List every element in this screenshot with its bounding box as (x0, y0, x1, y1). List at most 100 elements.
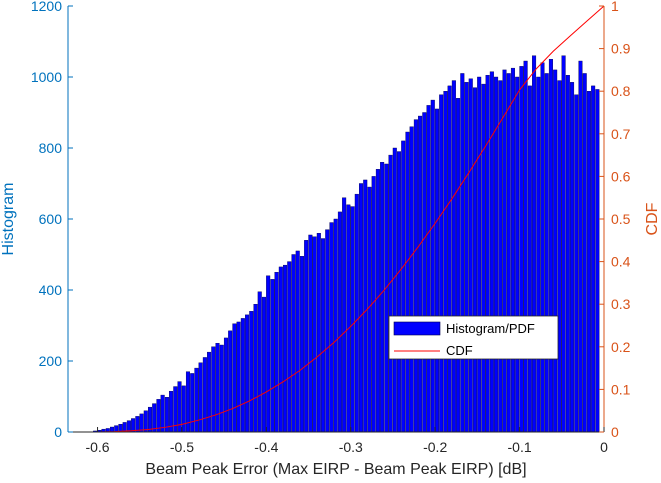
histogram-bar (202, 357, 207, 433)
x-tick-label: -0.1 (508, 439, 532, 455)
histogram-bar (536, 76, 541, 433)
histogram-bar (333, 218, 338, 433)
histogram-bar (363, 179, 368, 433)
histogram-bar (405, 131, 410, 433)
histogram-bar (287, 261, 292, 433)
x-tick-label: -0.2 (423, 439, 447, 455)
histogram-bar (591, 85, 596, 433)
histogram-bar (143, 410, 148, 433)
histogram-bar (354, 193, 359, 433)
histogram-bar (156, 399, 161, 433)
histogram-bar (308, 234, 313, 433)
histogram-bar (160, 394, 165, 433)
histogram-bar (375, 169, 380, 433)
histogram-bar (261, 296, 266, 433)
left-y-axis-label: Histogram (0, 183, 17, 256)
histogram-bar (553, 69, 558, 433)
histogram-bar (523, 60, 528, 433)
histogram-bar (578, 60, 583, 433)
histogram-bar (481, 83, 486, 433)
histogram-bar (439, 94, 444, 433)
histogram-bar (219, 344, 224, 433)
histogram-bar (464, 82, 469, 433)
histogram-bar (321, 238, 326, 433)
histogram-bar (489, 71, 494, 433)
right-y-ticks: 0 0.1 0.2 0.3 0.4 0.5 0.6 0.7 0.8 0.9 1 (599, 0, 631, 440)
histogram-bar (477, 76, 482, 433)
histogram-bar (266, 275, 271, 433)
histogram-bar (152, 403, 157, 433)
histogram-bar (397, 151, 402, 433)
histogram-bar (304, 240, 309, 433)
x-tick-label: -0.3 (339, 439, 363, 455)
right-y-tick-label: 0.2 (611, 339, 631, 355)
histogram-bar (574, 94, 579, 433)
histogram-bar (434, 108, 439, 433)
histogram-bar (422, 112, 427, 433)
left-y-ticks: 0 200 400 600 800 1000 1200 (31, 0, 73, 440)
histogram-bar (228, 330, 233, 433)
histogram-bar (460, 73, 465, 433)
left-y-tick-label: 0 (54, 424, 62, 440)
histogram-bar (325, 229, 330, 433)
histogram-bar (515, 76, 520, 433)
histogram-bar (401, 140, 406, 433)
histogram-bar (198, 362, 203, 433)
histogram-bar (359, 183, 364, 433)
histogram-bar (582, 73, 587, 433)
histogram-bar (274, 272, 279, 433)
histogram-bar (329, 222, 334, 433)
left-y-tick-label: 600 (39, 211, 63, 227)
legend: Histogram/PDF CDF (388, 315, 559, 360)
histogram-bar (291, 254, 296, 433)
histogram-bar (544, 73, 549, 433)
right-y-tick-label: 0.3 (611, 296, 631, 312)
histogram-bar (392, 147, 397, 433)
histogram-bar (561, 55, 566, 433)
x-tick-label: -0.4 (254, 439, 278, 455)
histogram-bar (245, 314, 250, 433)
histogram-bar (337, 211, 342, 433)
cdf-line (97, 5, 605, 433)
histogram-bar (451, 80, 456, 433)
histogram-bar (249, 311, 254, 433)
histogram-bar (232, 323, 237, 433)
histogram-bar (253, 304, 258, 433)
right-y-tick-label: 0.4 (611, 254, 631, 270)
histogram-bar (498, 80, 503, 433)
left-y-tick-label: 1200 (31, 0, 62, 14)
right-y-tick-label: 0.8 (611, 83, 631, 99)
histogram-bar (443, 90, 448, 433)
histogram-bar (194, 367, 199, 433)
histogram-bar (409, 126, 414, 433)
left-y-tick-label: 1000 (31, 69, 62, 85)
histogram-bar (342, 197, 347, 433)
histogram-bar (207, 351, 212, 433)
histogram-bar (316, 232, 321, 433)
left-y-tick-label: 800 (39, 140, 63, 156)
right-y-tick-label: 0.6 (611, 168, 631, 184)
histogram-bar (447, 85, 452, 433)
histogram-bar (485, 75, 490, 433)
histogram-bar (413, 119, 418, 433)
histogram-bar (380, 161, 385, 433)
x-tick-label: 0 (600, 439, 608, 455)
histogram-bar (367, 186, 372, 433)
histogram-bar (586, 90, 591, 433)
histogram-bar (223, 337, 228, 433)
histogram-bar (430, 99, 435, 433)
histogram-bar (147, 406, 153, 433)
histogram-bar (181, 385, 186, 433)
histogram-bar (299, 256, 304, 433)
histogram-bar (540, 62, 545, 433)
right-y-tick-label: 1 (611, 0, 619, 14)
right-y-tick-label: 0.1 (611, 381, 631, 397)
histogram-bar (295, 250, 300, 433)
histogram-bar (468, 78, 473, 433)
x-tick-label: -0.6 (85, 439, 109, 455)
histogram-bar (502, 69, 507, 433)
histogram-bar (565, 75, 570, 433)
histogram-bar (527, 85, 532, 433)
histogram-bar (426, 105, 431, 433)
